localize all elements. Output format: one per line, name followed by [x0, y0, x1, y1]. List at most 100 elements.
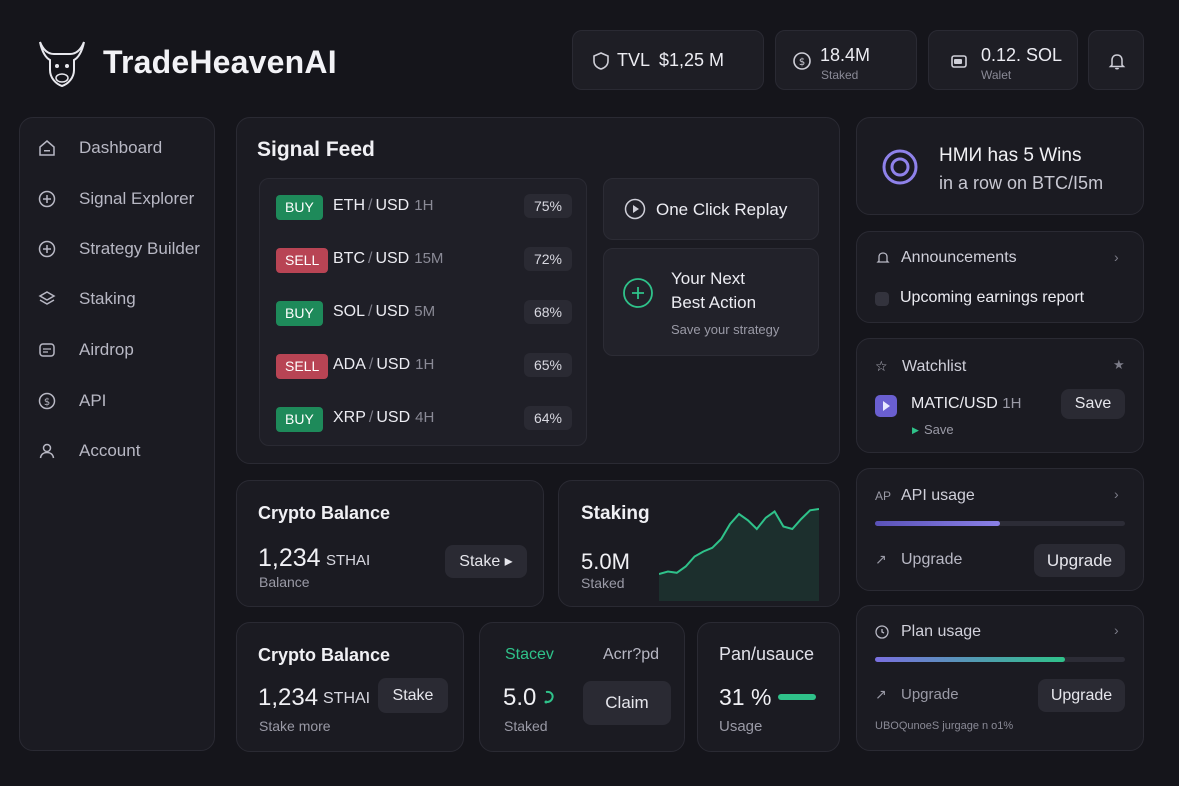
wallet-value: 0.12. SOL [981, 45, 1063, 65]
target-icon [881, 148, 919, 191]
signal-confidence: 68% [523, 300, 572, 324]
announcements-card[interactable]: Announcements › Upcoming earnings report [856, 231, 1144, 323]
announcements-title: Announcements [901, 249, 1017, 266]
sidebar-item-label: Airdrop [79, 340, 134, 359]
signal-feed-title: Signal Feed [257, 138, 375, 161]
staking-card: Staking 5.0M Staked [558, 480, 840, 607]
watchlist-card: ☆ Watchlist ★ MATIC/USD 1H Save ▶ Save [856, 338, 1144, 453]
sidebar-item-label: Dashboard [79, 138, 163, 157]
balance-amount: 1,234 [258, 544, 321, 572]
plan-mini-value: 31 % [719, 684, 772, 710]
claim-button[interactable]: Claim [583, 681, 671, 725]
plus-circle-icon [38, 190, 56, 208]
signal-action-badge: BUY [276, 301, 323, 326]
clock-icon [875, 625, 889, 644]
play-icon [624, 198, 646, 225]
api-usage-fill [875, 521, 1000, 526]
next-action-sub: Save your strategy [671, 322, 780, 337]
layers-icon [38, 290, 56, 308]
signal-pair: ETH / USD 1H [333, 197, 434, 214]
plan-upgrade-button[interactable]: Upgrade [1038, 679, 1125, 712]
plan-usage-mini-card: Pan/usauce 31 % Usage [697, 622, 840, 752]
announcement-item[interactable]: Upcoming earnings report [900, 289, 1085, 306]
watchlist-save-button[interactable]: Save [1061, 389, 1125, 419]
sidebar-item-strategy-builder[interactable]: Strategy Builder [20, 229, 216, 269]
sidebar-item-label: Signal Explorer [79, 189, 195, 208]
sidebar-item-signal-explorer[interactable]: Signal Explorer [20, 179, 216, 219]
calendar-icon [875, 292, 889, 306]
stake-sub: Staked [504, 718, 548, 734]
wallet-label: Walet [981, 68, 1012, 82]
arrow-up-right-icon: ↗ [875, 686, 887, 702]
signal-action-badge: BUY [276, 195, 323, 220]
sidebar-item-account[interactable]: Account [20, 431, 216, 471]
watchlist-sub[interactable]: Save [924, 422, 954, 437]
signal-row[interactable]: BUY ETH / USD 1H 75% [260, 181, 588, 234]
plan-mini-title: Pan/usauce [719, 644, 815, 664]
accrued-title: Acrr?pd [603, 646, 660, 663]
tvl-value: $1,25 M [659, 50, 725, 70]
balance2-unit: STHAI [323, 690, 371, 707]
staked-stat: $ 18.4M Staked [775, 30, 917, 90]
api-upgrade-label: Upgrade [901, 551, 963, 568]
staked-value: 18.4M [820, 45, 871, 65]
notifications-button[interactable] [1088, 30, 1144, 90]
home-icon [38, 139, 56, 157]
user-icon [38, 442, 56, 460]
plan-usage-card: Plan usage › ↗ Upgrade Upgrade UBOQunoeS… [856, 605, 1144, 751]
sidebar-item-label: API [79, 391, 107, 410]
shield-icon [591, 51, 611, 71]
plan-usage-fill [875, 657, 1065, 662]
star-icon[interactable]: ★ [1113, 357, 1125, 372]
sidebar-item-staking[interactable]: Staking [20, 279, 216, 319]
sidebar-item-airdrop[interactable]: Airdrop [20, 330, 216, 370]
crypto-balance-card-2: Crypto Balance 1,234 STHAI Stake more St… [236, 622, 464, 752]
plus-circle-icon [622, 277, 654, 314]
signal-pair: SOL / USD 5M [333, 303, 436, 320]
bell-icon [875, 250, 891, 271]
signal-row[interactable]: BUY XRP / USD 4H 64% [260, 393, 588, 446]
crypto-balance-card: Crypto Balance 1,234 STHAI Balance Stake… [236, 480, 544, 607]
stake-title: Stacev [505, 646, 554, 663]
balance-title: Crypto Balance [258, 503, 391, 523]
signal-row[interactable]: SELL BTC / USD 15M 72% [260, 234, 588, 287]
next-action-line2: Best Action [671, 293, 757, 312]
replay-label: One Click Replay [656, 200, 788, 219]
chevron-right-icon[interactable]: › [1114, 622, 1119, 638]
next-action-line1: Your Next [671, 269, 746, 288]
plan-usage-footer: UBOQunoeS jurgage n o1% [875, 720, 1014, 732]
stake-button[interactable]: Stake ▸ [445, 545, 527, 578]
plan-usage-bar [875, 657, 1125, 662]
api-usage-card: AP API usage › ↗ Upgrade Upgrade [856, 468, 1144, 591]
plus-circle-icon [38, 240, 56, 258]
signal-pair: BTC / USD 15M [333, 250, 444, 267]
signal-row[interactable]: SELL ADA / USD 1H 65% [260, 340, 588, 393]
one-click-replay-button[interactable]: One Click Replay [603, 178, 819, 240]
sidebar-item-api[interactable]: $ API [20, 381, 216, 421]
signal-action-badge: SELL [276, 248, 329, 273]
stake-claim-card: Stacev Acrr?pd 5.0 Staked Claim [479, 622, 685, 752]
api-upgrade-button[interactable]: Upgrade [1034, 544, 1125, 577]
api-prefix: AP [875, 489, 892, 503]
win-streak-card: HMИ has 5 Wins in a row on BTC/I5m [856, 117, 1144, 215]
balance2-sub: Stake more [259, 718, 331, 734]
signal-pair: XRP / USD 4H [333, 409, 435, 426]
parachute-icon [38, 341, 56, 359]
stake-button-2[interactable]: Stake [378, 678, 448, 713]
signal-list: BUY ETH / USD 1H 75% SELL BTC / USD 15M 72% BU… [259, 178, 587, 446]
sidebar: Dashboard Signal Explorer Strategy Build… [19, 117, 215, 751]
sidebar-item-label: Strategy Builder [79, 239, 200, 258]
matic-token-icon [875, 395, 897, 417]
staking-amount: 5.0M [581, 549, 630, 574]
sidebar-item-dashboard[interactable]: Dashboard [20, 128, 216, 168]
wallet-stat[interactable]: 0.12. SOL Walet [928, 30, 1078, 90]
stake-amount: 5.0 [503, 684, 537, 711]
signal-pair: ADA / USD 1H [333, 356, 435, 373]
signal-row[interactable]: BUY SOL / USD 5M 68% [260, 287, 588, 340]
signal-action-badge: SELL [276, 354, 329, 379]
chevron-right-icon[interactable]: › [1114, 486, 1119, 502]
next-best-action-card[interactable]: Your Next Best Action Save your strategy [603, 248, 819, 356]
svg-text:$: $ [799, 57, 805, 68]
signal-confidence: 65% [523, 353, 572, 377]
staking-sub: Staked [581, 575, 625, 591]
